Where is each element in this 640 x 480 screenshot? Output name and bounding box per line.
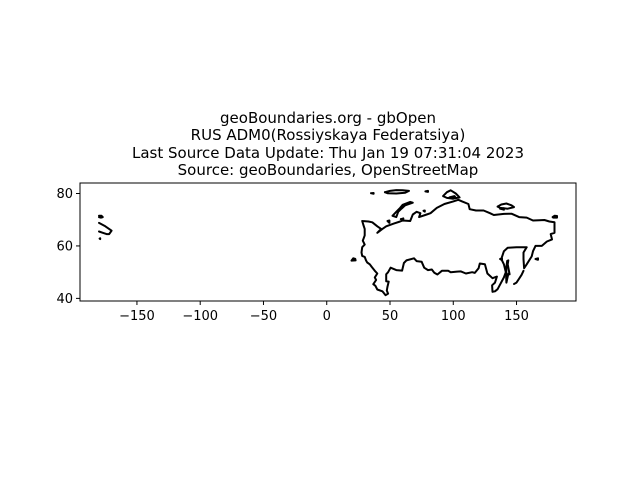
x-tick-label: −100 [182,309,218,324]
axes-frame [79,182,577,302]
boundary-novaya-zemlya [391,200,414,219]
boundary-kolguev [386,219,391,224]
boundary-shantar [499,257,503,262]
x-axis: −150 −100 −50 0 50 100 150 [119,301,529,324]
boundary-chukotka-dot [98,237,102,241]
y-tick-label: 80 [56,187,73,202]
boundary-sakhalin [505,259,511,284]
boundary-wrangel-west [98,214,104,219]
boundary-wrangel-island [551,214,558,219]
map-outlines [98,189,558,297]
x-tick-label: 150 [504,309,529,324]
boundary-victoria [370,192,375,195]
boundary-chukotka-west [98,221,113,236]
boundary-mainland [360,198,556,297]
boundary-kuril-islands [513,269,525,285]
boundary-kaliningrad [350,257,357,262]
boundary-ushakov [424,189,429,193]
boundary-kotelny-south [499,207,505,211]
y-tick-label: 60 [56,239,73,254]
x-tick-label: 100 [441,309,466,324]
boundary-bolshevik [448,195,457,199]
title-line-2: RUS ADM0(Rossiyskaya Federatsiya) [191,126,466,144]
x-tick-label: 0 [323,309,331,324]
title-line-1: geoBoundaries.org - gbOpen [220,109,436,127]
y-tick-label: 40 [56,292,73,307]
boundary-vilkitsky [422,209,426,213]
x-tick-label: −150 [119,309,155,324]
x-tick-label: −50 [250,309,277,324]
y-axis: 40 60 80 [56,187,80,307]
title-line-3: Last Source Data Update: Thu Jan 19 07:3… [132,144,524,162]
chart-title: geoBoundaries.org - gbOpen RUS ADM0(Ross… [132,109,524,179]
boundary-franz-josef-land [383,189,410,195]
boundary-vaygach [399,217,405,222]
boundary-bering-island [534,257,539,261]
x-tick-label: 50 [382,309,399,324]
title-line-4: Source: geoBoundaries, OpenStreetMap [178,161,479,179]
boundary-severnaya-zemlya [442,189,461,200]
